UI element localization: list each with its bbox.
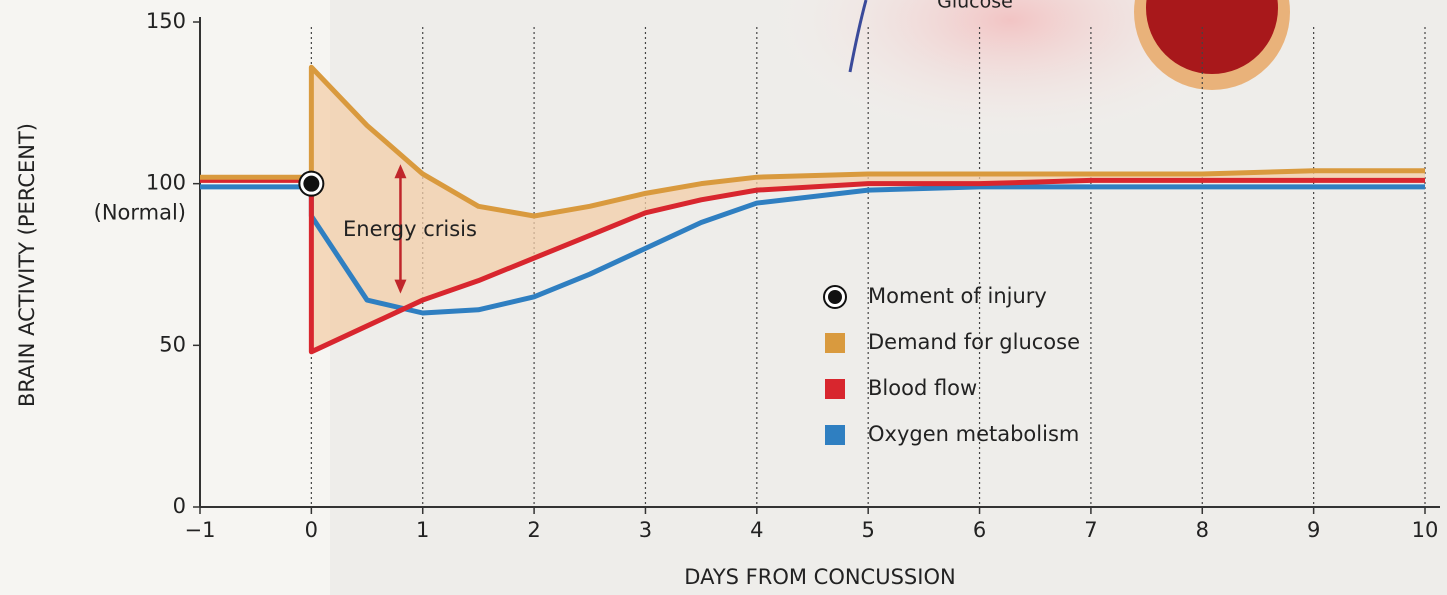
legend-label: Demand for glucose [868,330,1080,354]
legend-marker [828,290,842,304]
y-tick-label: 150 [146,9,186,33]
x-tick-label: 1 [416,518,429,542]
legend-label: Oxygen metabolism [868,422,1079,446]
y-tick-label: 100 [146,171,186,195]
background-label: Glucose [937,0,1013,13]
x-tick-label: 0 [305,518,318,542]
legend-swatch [825,333,845,353]
annotation: Energy crisis [343,217,477,241]
x-tick-label: 10 [1412,518,1439,542]
legend-swatch [825,425,845,445]
legend-label: Blood flow [868,376,977,400]
y-tick-label: 0 [173,494,186,518]
x-tick-label: 5 [861,518,874,542]
x-tick-label: 9 [1307,518,1320,542]
y-tick-label: 50 [159,332,186,356]
chart: Glucose −1012345678910050100(Normal)150E… [0,0,1447,595]
x-axis-label: DAYS FROM CONCUSSION [684,565,955,589]
legend-label: Moment of injury [868,284,1047,308]
x-tick-label: 2 [527,518,540,542]
normal-label: (Normal) [94,201,186,225]
x-tick-label: 6 [973,518,986,542]
legend-swatch [825,379,845,399]
x-tick-label: 3 [639,518,652,542]
x-tick-label: 8 [1196,518,1209,542]
y-axis-label: BRAIN ACTIVITY (PERCENT) [15,123,39,407]
x-tick-label: −1 [185,518,216,542]
injury-marker-core [303,176,319,192]
x-tick-label: 7 [1084,518,1097,542]
x-tick-label: 4 [750,518,763,542]
